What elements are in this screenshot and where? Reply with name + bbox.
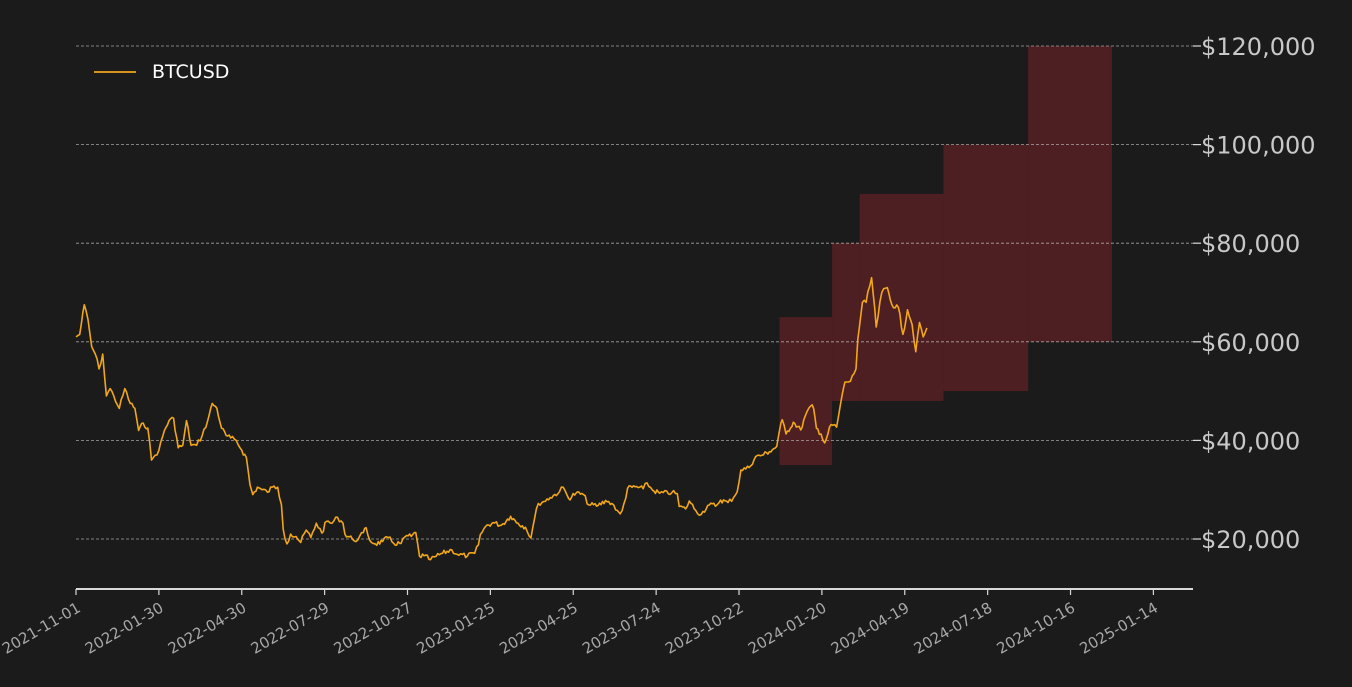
legend: BTCUSD <box>94 61 229 83</box>
y-tick-label: $100,000 <box>1201 132 1316 160</box>
forecast-band-4 <box>943 144 1029 392</box>
forecast-bands <box>779 46 1112 466</box>
legend-label: BTCUSD <box>152 61 229 83</box>
y-tick-label: $120,000 <box>1201 33 1316 61</box>
y-tick-label: $80,000 <box>1201 230 1300 258</box>
forecast-band-5 <box>1028 46 1112 342</box>
forecast-band-3 <box>859 193 944 401</box>
btcusd-series-line <box>75 276 928 561</box>
gridlines <box>76 45 1193 540</box>
y-tick-label: $40,000 <box>1201 427 1300 455</box>
y-tick-label: $60,000 <box>1201 329 1300 357</box>
forecast-band-2 <box>832 243 860 401</box>
y-tick-label: $20,000 <box>1201 526 1300 554</box>
y-axis-ticks: $20,000 $40,000 $60,000 $80,000 $100,000 $120… <box>1193 33 1316 554</box>
